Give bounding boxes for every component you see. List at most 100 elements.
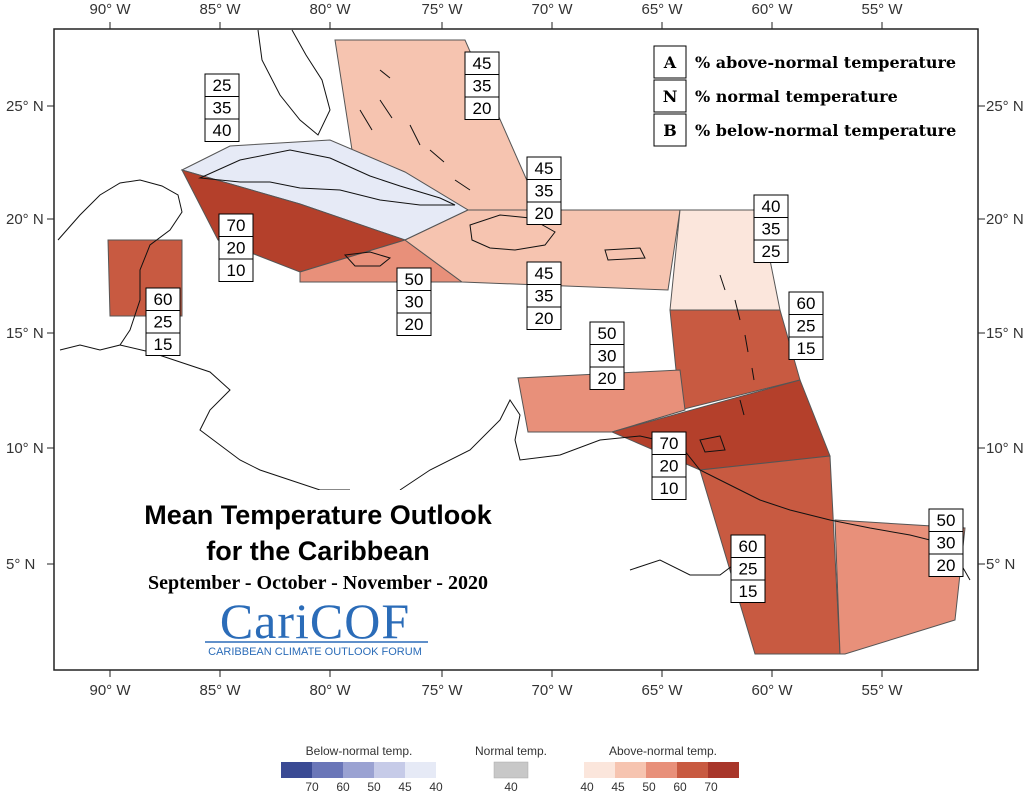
colorbar-above-tick: 60 xyxy=(673,780,687,791)
value-box-cell xyxy=(396,312,432,336)
value-box-cell xyxy=(651,476,687,500)
title-background xyxy=(56,490,456,668)
region-value: 60 xyxy=(154,290,173,309)
legend-text-normal: % normal temperature xyxy=(695,87,898,106)
value-box-cell xyxy=(526,306,562,330)
lon-label-bottom: 70° W xyxy=(531,682,573,699)
value-box-cell xyxy=(218,258,254,282)
region-value: 35 xyxy=(535,182,554,201)
colorbar-above-swatch xyxy=(584,762,615,778)
lon-label-bottom: 80° W xyxy=(309,682,351,699)
lat-label-right: 15° N xyxy=(986,325,1024,342)
region-value: 60 xyxy=(739,537,758,556)
colorbar-below-label: Below-normal temp. xyxy=(306,744,413,758)
legend-letter-box xyxy=(653,45,687,79)
region-value: 25 xyxy=(154,313,173,332)
region-value: 20 xyxy=(227,239,246,258)
region-value: 25 xyxy=(739,560,758,579)
legend-letter-a: A xyxy=(663,53,677,72)
lon-label-top: 80° W xyxy=(309,1,351,18)
forecast-regions xyxy=(107,39,966,655)
title-line-1: Mean Temperature Outlook xyxy=(144,500,493,530)
region-value: 20 xyxy=(535,204,554,223)
lon-label-top: 60° W xyxy=(751,1,793,18)
region-value: 50 xyxy=(598,324,617,343)
colorbar-above-swatches xyxy=(584,762,739,778)
region-value: 40 xyxy=(762,197,781,216)
colorbar-above-swatch xyxy=(615,762,646,778)
value-box-cell xyxy=(788,336,824,360)
colorbar: Below-normal temp. Normal temp. Above-no… xyxy=(281,744,739,791)
colorbar-below-tick: 50 xyxy=(367,780,381,791)
region-value: 20 xyxy=(937,556,956,575)
region-value: 40 xyxy=(213,121,232,140)
colorbar-above-tick: 40 xyxy=(580,780,594,791)
abn-legend: A N B % above-normal temperature % norma… xyxy=(653,45,956,147)
region-value: 30 xyxy=(598,347,617,366)
lon-label-top: 85° W xyxy=(199,1,241,18)
region-hispaniola-pr[interactable] xyxy=(404,209,681,291)
colorbar-above-swatch xyxy=(708,762,739,778)
lon-label-top: 55° W xyxy=(861,1,903,18)
lon-label-bottom: 85° W xyxy=(199,682,241,699)
value-box-cell xyxy=(730,579,766,603)
legend-letter-b: B xyxy=(663,121,677,140)
region-value: 60 xyxy=(797,294,816,313)
logo-wordmark: CariCOF xyxy=(220,593,410,649)
colorbar-normal-swatch xyxy=(493,761,529,779)
region-value: 35 xyxy=(535,287,554,306)
region-value: 35 xyxy=(213,99,232,118)
lon-label-bottom: 75° W xyxy=(421,682,463,699)
region-value: 70 xyxy=(227,216,246,235)
region-value: 15 xyxy=(739,582,758,601)
colorbar-below-swatch xyxy=(374,762,405,778)
lat-label-right: 5° N xyxy=(986,556,1015,573)
lon-label-bottom: 55° W xyxy=(861,682,903,699)
logo-subtitle: CARIBBEAN CLIMATE OUTLOOK FORUM xyxy=(208,646,422,658)
lat-label-right: 25° N xyxy=(986,98,1024,115)
region-value: 45 xyxy=(473,54,492,73)
legend-text-below: % below-normal temperature xyxy=(695,121,956,140)
region-value: 35 xyxy=(473,77,492,96)
lon-label-top: 65° W xyxy=(641,1,683,18)
longitude-labels-bottom: 90° W 85° W 80° W 75° W 70° W 65° W 60° W 55° W xyxy=(89,682,903,699)
colorbar-tick-labels: 70 60 50 45 40 40 40 45 50 60 70 xyxy=(305,780,718,791)
value-box-cell xyxy=(589,366,625,390)
colorbar-above-label: Above-normal temp. xyxy=(609,744,717,758)
region-value: 20 xyxy=(660,457,679,476)
colorbar-below-swatch xyxy=(281,762,312,778)
region-value: 20 xyxy=(405,315,424,334)
region-value: 25 xyxy=(762,242,781,261)
colorbar-below-swatch xyxy=(343,762,374,778)
region-abc-islands[interactable] xyxy=(517,369,686,433)
lat-label-left: 25° N xyxy=(6,98,44,115)
legend-letter-box xyxy=(653,113,687,147)
latitude-labels-left: 25° N 20° N 15° N 10° N 5° N xyxy=(6,98,44,573)
lon-label-bottom: 60° W xyxy=(751,682,793,699)
lon-label-top: 70° W xyxy=(531,1,573,18)
region-value: 10 xyxy=(660,479,679,498)
colorbar-below-swatch xyxy=(405,762,436,778)
title-line-2: for the Caribbean xyxy=(206,536,430,566)
colorbar-above-swatch xyxy=(677,762,708,778)
region-value: 15 xyxy=(154,335,173,354)
colorbar-above-swatch xyxy=(646,762,677,778)
region-value: 15 xyxy=(797,339,816,358)
caricof-logo: CariCOF CARIBBEAN CLIMATE OUTLOOK FORUM xyxy=(205,593,428,658)
colorbar-above-tick: 70 xyxy=(704,780,718,791)
region-value: 20 xyxy=(598,369,617,388)
value-box-cell xyxy=(145,332,181,356)
region-value: 20 xyxy=(535,309,554,328)
lat-label-left: 5° N xyxy=(6,556,35,573)
lon-label-bottom: 65° W xyxy=(641,682,683,699)
value-box-cell xyxy=(464,96,500,120)
region-value: 45 xyxy=(535,159,554,178)
region-value: 25 xyxy=(213,76,232,95)
region-value: 45 xyxy=(535,264,554,283)
lat-label-right: 20° N xyxy=(986,211,1024,228)
colorbar-normal-label: Normal temp. xyxy=(475,744,547,758)
region-value: 50 xyxy=(937,511,956,530)
lat-label-left: 15° N xyxy=(6,325,44,342)
region-value: 30 xyxy=(937,534,956,553)
